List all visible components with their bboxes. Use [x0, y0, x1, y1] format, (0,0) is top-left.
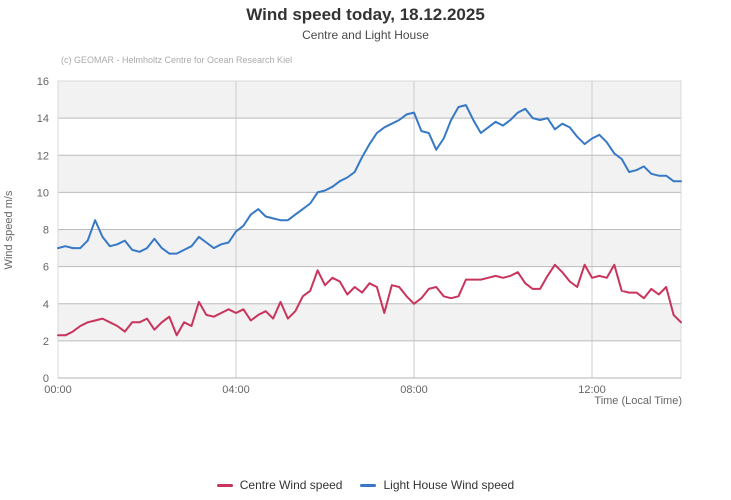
- chart-credit: (c) GEOMAR - Helmholtz Centre for Ocean …: [61, 55, 293, 65]
- y-axis-title: Wind speed m/s: [3, 190, 15, 269]
- chart-title: Wind speed today, 18.12.2025: [246, 5, 485, 24]
- legend-label-lighthouse: Light House Wind speed: [383, 478, 515, 492]
- plot-band: [58, 303, 681, 341]
- plot-band: [58, 155, 681, 193]
- chart-plot-svg: 0 2 4 6 8 10 12 14 16 00:00 04:00 08:00 12:00 Time (…: [3, 76, 682, 407]
- gridlines: [57, 80, 682, 379]
- y-tick-label: 0: [43, 373, 49, 385]
- x-axis-title: Time (Local Time): [594, 395, 682, 407]
- centre-series-swatch: [216, 483, 233, 487]
- y-tick-label: 12: [37, 150, 49, 162]
- x-tick-label: 08:00: [400, 384, 428, 396]
- y-tick-label: 8: [43, 225, 49, 237]
- lighthouse-series-swatch: [360, 483, 377, 487]
- centre-wind-speed-line: [57, 263, 682, 337]
- y-tick-label: 6: [43, 262, 49, 274]
- plot-bands: [58, 81, 681, 341]
- y-tick-label: 14: [37, 113, 49, 125]
- chart-legend: Centre Wind speed Light House Wind speed: [0, 478, 731, 492]
- legend-item-lighthouse[interactable]: Light House Wind speed: [360, 478, 514, 492]
- legend-item-centre[interactable]: Centre Wind speed: [216, 478, 343, 492]
- plot-band: [58, 81, 681, 119]
- y-tick-label: 2: [43, 336, 49, 348]
- x-tick-label: 12:00: [578, 384, 606, 396]
- legend-label-centre: Centre Wind speed: [239, 478, 343, 492]
- chart-subtitle: Centre and Light House: [302, 28, 429, 42]
- y-tick-label: 4: [43, 299, 49, 311]
- y-tick-label: 16: [37, 76, 49, 88]
- plot-band: [58, 229, 681, 267]
- x-tick-label: 04:00: [222, 384, 250, 396]
- y-tick-label: 10: [37, 187, 49, 199]
- light-house-wind-speed-line: [57, 104, 682, 255]
- x-tick-label: 00:00: [44, 384, 72, 396]
- axis-tick-labels: 0 2 4 6 8 10 12 14 16 00:00 04:00 08:00 12:00: [37, 76, 606, 396]
- series-lines: [57, 104, 682, 337]
